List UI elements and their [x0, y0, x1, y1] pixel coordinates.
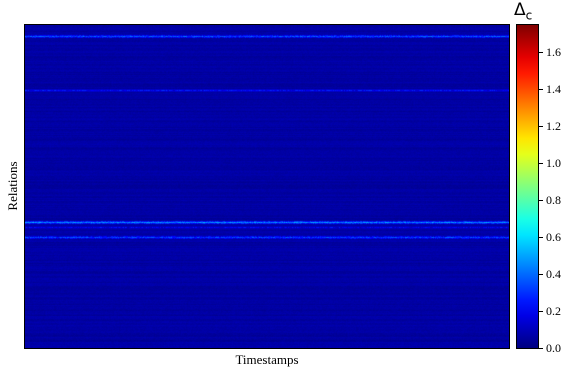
colorbar-tick-label: 1.4 — [546, 81, 561, 96]
colorbar-tick-label: 1.2 — [546, 118, 561, 133]
colorbar-tick-mark — [539, 199, 543, 201]
colorbar-tick-label: 0.8 — [546, 192, 561, 207]
colorbar-tick-label: 1.6 — [546, 44, 561, 59]
heatmap-plot-area — [24, 24, 510, 349]
colorbar-tick-label: 0.2 — [546, 303, 561, 318]
x-axis-label: Timestamps — [235, 352, 299, 367]
colorbar-tick-mark — [539, 88, 543, 90]
colorbar-title-subscript: c — [525, 8, 533, 23]
colorbar-tick-mark — [539, 51, 543, 53]
colorbar-tick-label: 1.0 — [546, 155, 561, 170]
colorbar-tick-mark — [539, 273, 543, 275]
colorbar-tick-mark — [539, 348, 543, 349]
colorbar-tick-label: 0.0 — [546, 341, 561, 355]
colorbar-title: Δc — [514, 0, 532, 22]
colorbar — [516, 24, 539, 349]
colorbar-tick-mark — [539, 236, 543, 238]
colorbar-tick-mark — [539, 162, 543, 164]
colorbar-tick-label: 0.4 — [546, 266, 561, 281]
colorbar-title-symbol: Δ — [514, 0, 526, 20]
colorbar-tick-mark — [539, 125, 543, 127]
colorbar-tick-mark — [539, 310, 543, 312]
y-axis-label: Relations — [5, 161, 20, 211]
heatmap-canvas — [25, 25, 509, 348]
colorbar-tick-label: 0.6 — [546, 229, 561, 244]
